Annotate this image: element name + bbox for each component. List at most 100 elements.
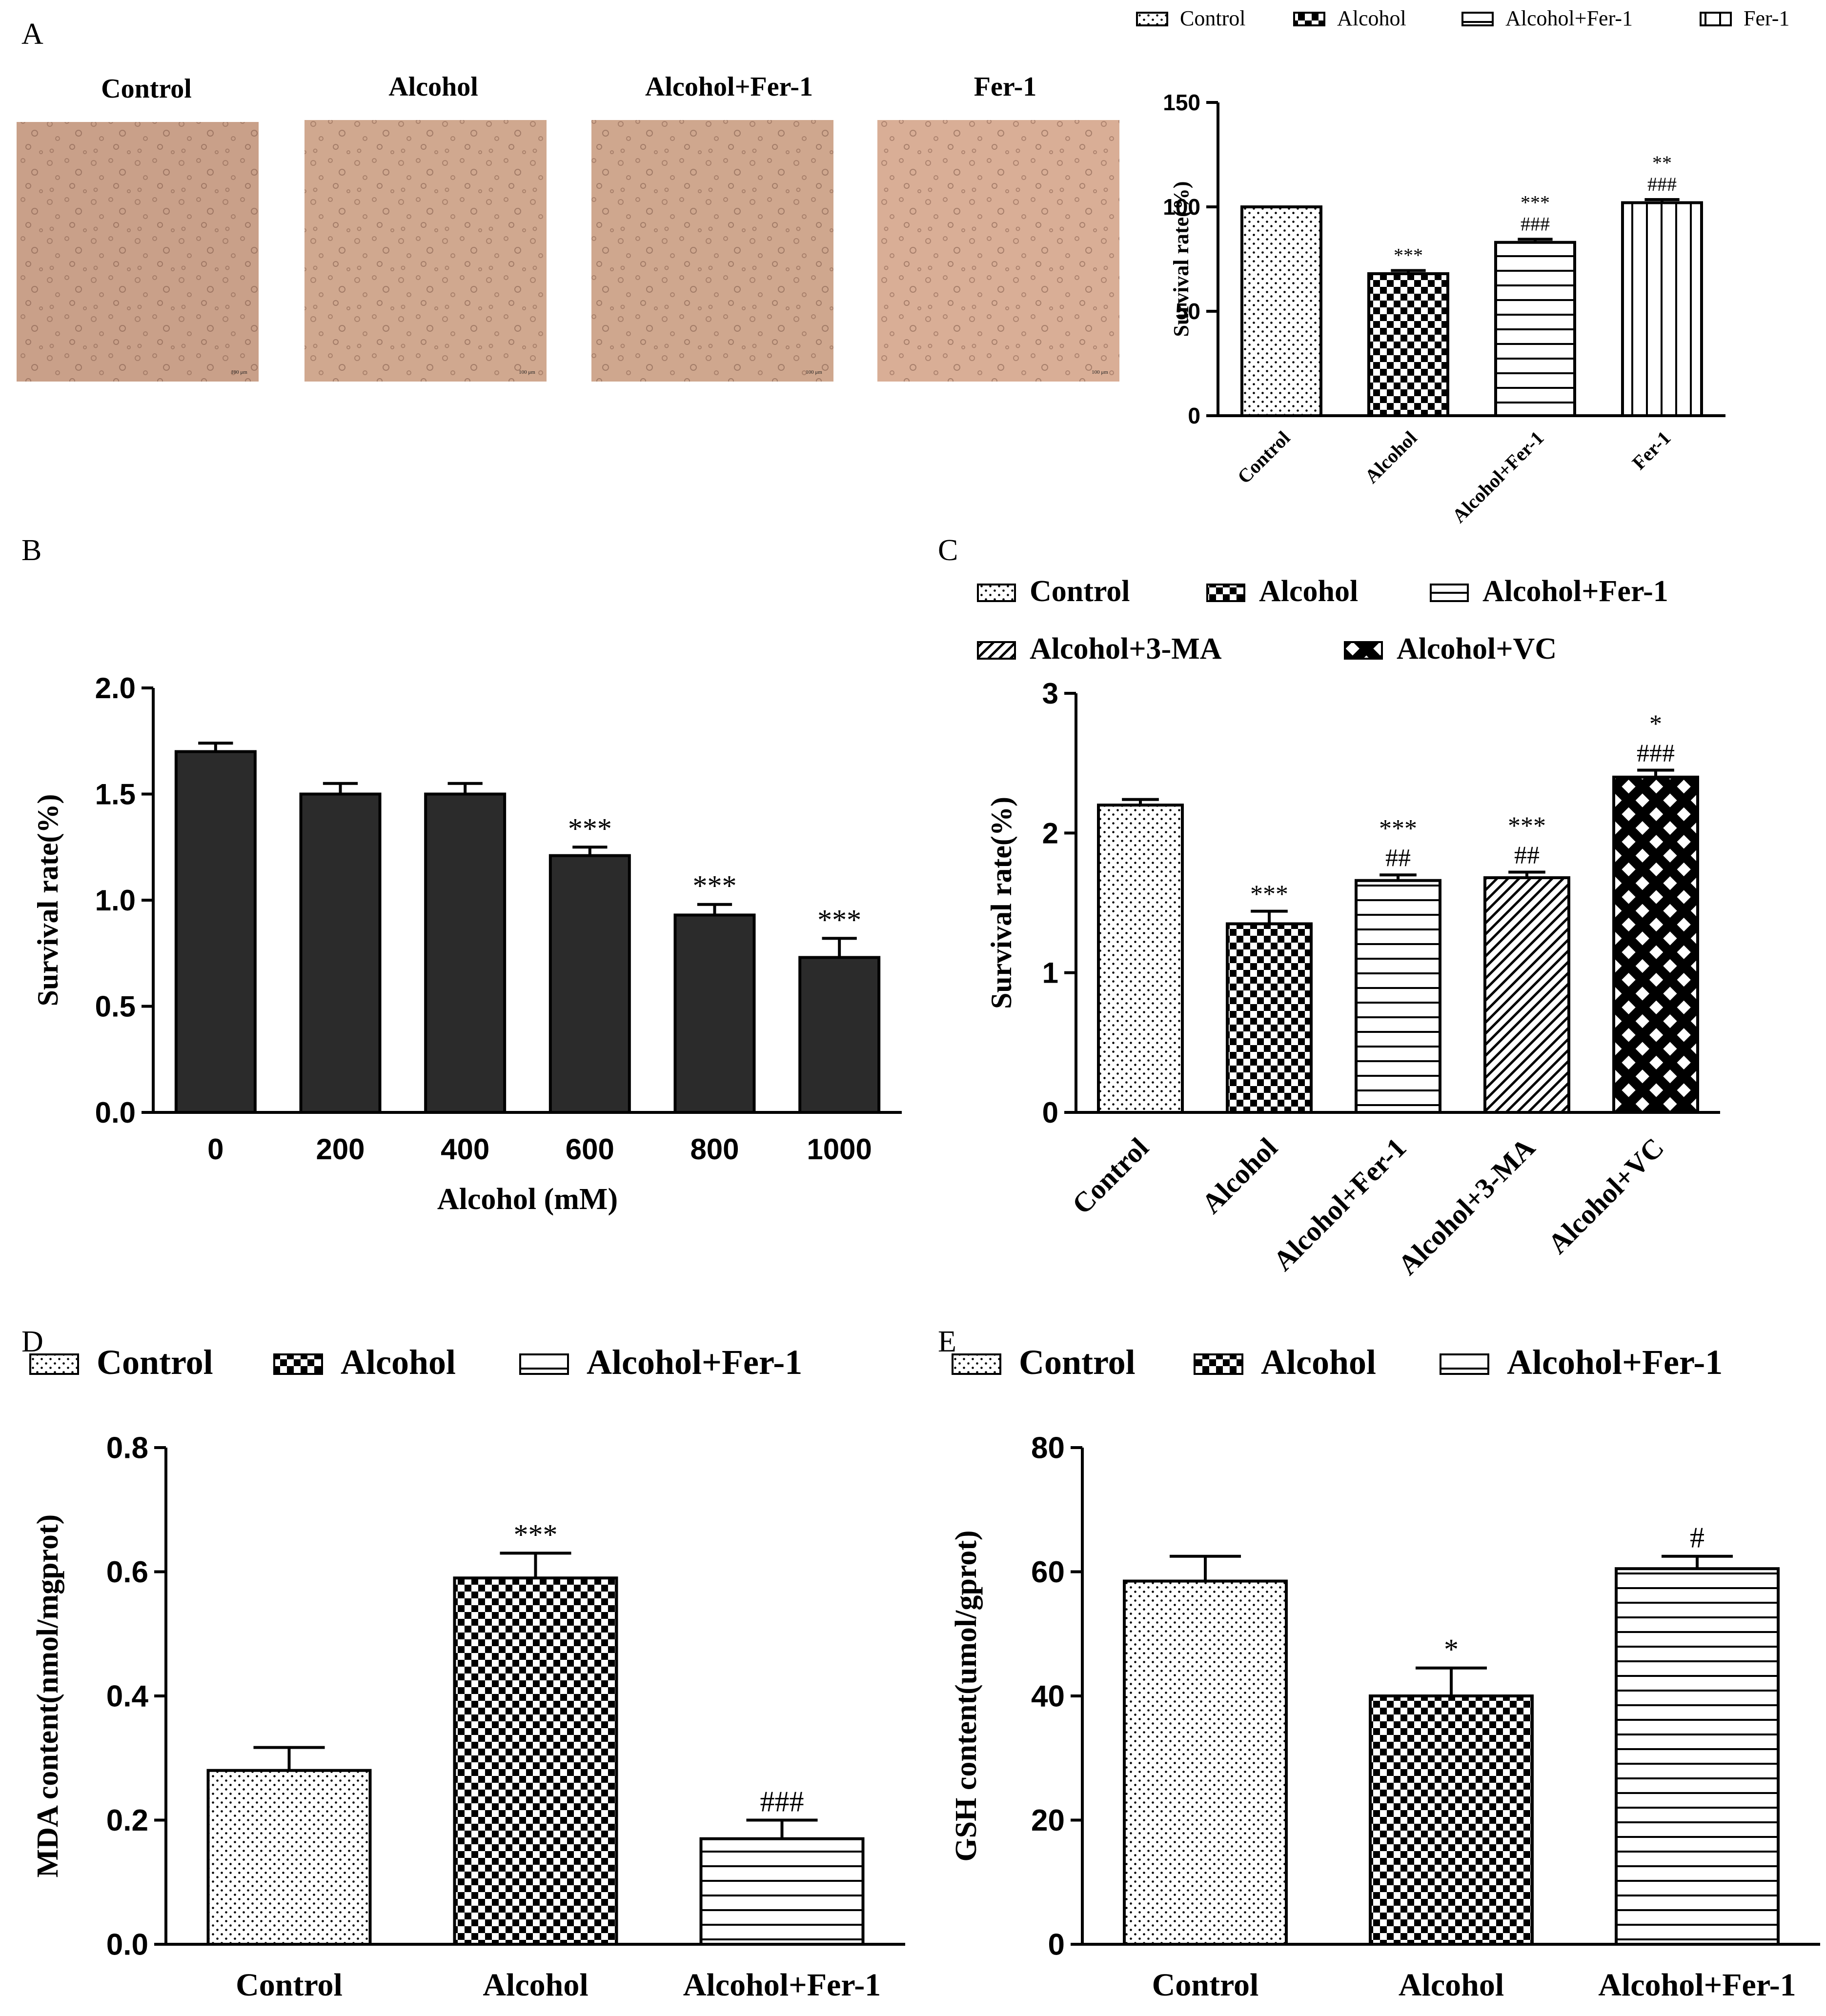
significance-mark: ### xyxy=(760,1786,804,1818)
chart-a-survival-rate: 0 50 100 150 Survival rate(%) Control *** Alcoh… xyxy=(1136,6,1789,527)
panel-label-b: B xyxy=(21,534,41,567)
legend: Control Alcohol Alcohol+Fer-1 xyxy=(952,1343,1723,1382)
y-tick-label: 2.0 xyxy=(95,672,136,705)
legend-item: Alcohol+Fer-1 xyxy=(1440,1343,1723,1382)
legend-item: Control xyxy=(1136,6,1245,30)
x-tick-label: Alcohol xyxy=(483,1967,588,2003)
scale-bar-label: 100 μm xyxy=(1092,369,1108,375)
x-tick-label: Control xyxy=(1066,1131,1155,1220)
micrograph-control: Control 100 μm xyxy=(17,74,259,382)
x-tick-label: Alcohol+3-MA xyxy=(1392,1131,1541,1281)
significance-mark: * xyxy=(1444,1633,1459,1666)
legend-swatch xyxy=(1461,12,1494,26)
panel-label-d: D xyxy=(21,1325,43,1358)
legend-label: Alcohol+Fer-1 xyxy=(587,1343,802,1382)
bar-alcohol xyxy=(1367,272,1449,418)
legend-swatch xyxy=(1430,584,1469,602)
y-axis-label: Survival rate(%) xyxy=(32,794,64,1007)
bar-800 xyxy=(673,913,756,1114)
bar-600 xyxy=(548,854,631,1114)
micrograph-texture xyxy=(877,120,1119,382)
micrograph-title: Alcohol xyxy=(388,72,478,102)
x-tick-label: 600 xyxy=(566,1133,614,1166)
legend-swatch xyxy=(952,1353,1001,1375)
legend-swatch xyxy=(29,1353,79,1375)
legend-label: Alcohol xyxy=(1261,1343,1376,1382)
legend-label: Alcohol+3-MA xyxy=(1030,632,1222,665)
y-tick-label: 60 xyxy=(1031,1555,1065,1589)
significance-mark: * xyxy=(1649,710,1662,738)
panel-label-e: E xyxy=(938,1325,956,1358)
bar-alcohol-vc xyxy=(1612,775,1699,1114)
y-axis-label: MDA content(nmol/mgprot) xyxy=(31,1514,64,1877)
y-tick-label: 0.4 xyxy=(106,1680,149,1714)
legend-item: Alcohol xyxy=(273,1343,456,1382)
x-tick-label: 400 xyxy=(441,1133,489,1166)
y-tick-label: 40 xyxy=(1031,1680,1065,1714)
legend-item: Alcohol+Fer-1 xyxy=(519,1343,802,1382)
y-tick-label: 2 xyxy=(1042,817,1058,849)
significance-mark: ### xyxy=(1647,173,1677,195)
legend-item: Alcohol+Fer-1 xyxy=(1461,6,1633,30)
x-tick-label: Alcohol xyxy=(1360,427,1421,488)
x-tick-label: 200 xyxy=(316,1133,365,1166)
significance-mark: ### xyxy=(1521,213,1550,235)
micrograph-fer1: Fer-1 100 μm xyxy=(877,72,1119,382)
legend-swatch xyxy=(1440,1353,1489,1375)
micrograph-title: Control xyxy=(101,74,192,104)
legend: Control Alcohol Alcohol+Fer-1 Fer-1 xyxy=(1136,6,1789,30)
chart-e-gsh-content: 0 20 40 60 80 GSH content(umol/gprot) Control *… xyxy=(950,1343,1820,2003)
micrograph-alcohol-fer1: Alcohol+Fer-1 100 μm xyxy=(591,72,833,382)
significance-mark: *** xyxy=(1394,244,1423,266)
legend-item: Alcohol xyxy=(1293,6,1406,30)
significance-mark: *** xyxy=(568,812,612,845)
significance-mark: *** xyxy=(1250,881,1288,908)
y-tick-label: 150 xyxy=(1163,90,1200,115)
legend-swatch xyxy=(273,1353,323,1375)
legend-label: Alcohol xyxy=(1259,575,1358,608)
legend-label: Alcohol+VC xyxy=(1397,632,1557,665)
bar-alcohol-fer-1 xyxy=(1494,241,1576,417)
legend-label: Alcohol xyxy=(341,1343,456,1382)
x-tick-label: 1000 xyxy=(807,1133,872,1166)
micrograph-texture xyxy=(17,122,259,382)
legend-swatch xyxy=(519,1353,569,1375)
chart-d-mda-content: 0.0 0.2 0.4 0.6 0.8 MDA content(nmol/mgprot) C… xyxy=(29,1343,905,2003)
significance-mark: ** xyxy=(1652,152,1672,174)
panel-label-a: A xyxy=(21,18,43,51)
y-tick-label: 0.5 xyxy=(95,990,136,1023)
y-tick-label: 0 xyxy=(1188,403,1200,428)
y-tick-label: 80 xyxy=(1031,1431,1065,1465)
micrograph-texture xyxy=(591,120,833,382)
legend-label: Alcohol xyxy=(1337,6,1406,30)
significance-mark: ### xyxy=(1637,739,1675,767)
significance-mark: ## xyxy=(1514,842,1540,869)
x-axis-label: Alcohol (mM) xyxy=(437,1183,618,1216)
bar-fer-1 xyxy=(1621,201,1703,417)
x-tick-label: Fer-1 xyxy=(1628,427,1675,474)
legend-label: Fer-1 xyxy=(1744,6,1789,30)
scale-bar-label: 100 μm xyxy=(519,369,535,375)
x-tick-label: Alcohol+Fer-1 xyxy=(1267,1131,1412,1277)
legend-swatch xyxy=(1136,12,1168,26)
legend-label: Control xyxy=(1030,575,1130,608)
y-tick-label: 3 xyxy=(1042,677,1058,710)
bar-alcohol-fer-1 xyxy=(699,1837,865,1946)
legend-swatch xyxy=(1344,641,1383,660)
y-axis-label: Survival rate(%) xyxy=(1169,181,1193,337)
x-tick-label: Control xyxy=(236,1967,343,2003)
legend-label: Control xyxy=(1019,1343,1136,1382)
legend-item: Control xyxy=(977,575,1130,608)
legend-item: Control xyxy=(29,1343,213,1382)
y-tick-label: 1.5 xyxy=(95,778,136,811)
bar-alcohol-fer-1 xyxy=(1615,1567,1780,1946)
x-tick-label: Alcohol xyxy=(1196,1131,1283,1219)
micrograph-alcohol: Alcohol 100 μm xyxy=(304,72,547,382)
significance-mark: *** xyxy=(1508,812,1546,840)
scale-bar-label: 100 μm xyxy=(806,369,822,375)
x-tick-label: Control xyxy=(1152,1967,1259,2003)
legend-label: Alcohol+Fer-1 xyxy=(1505,6,1633,30)
x-tick-label: 0 xyxy=(207,1133,223,1166)
panel-label-c: C xyxy=(938,534,958,567)
